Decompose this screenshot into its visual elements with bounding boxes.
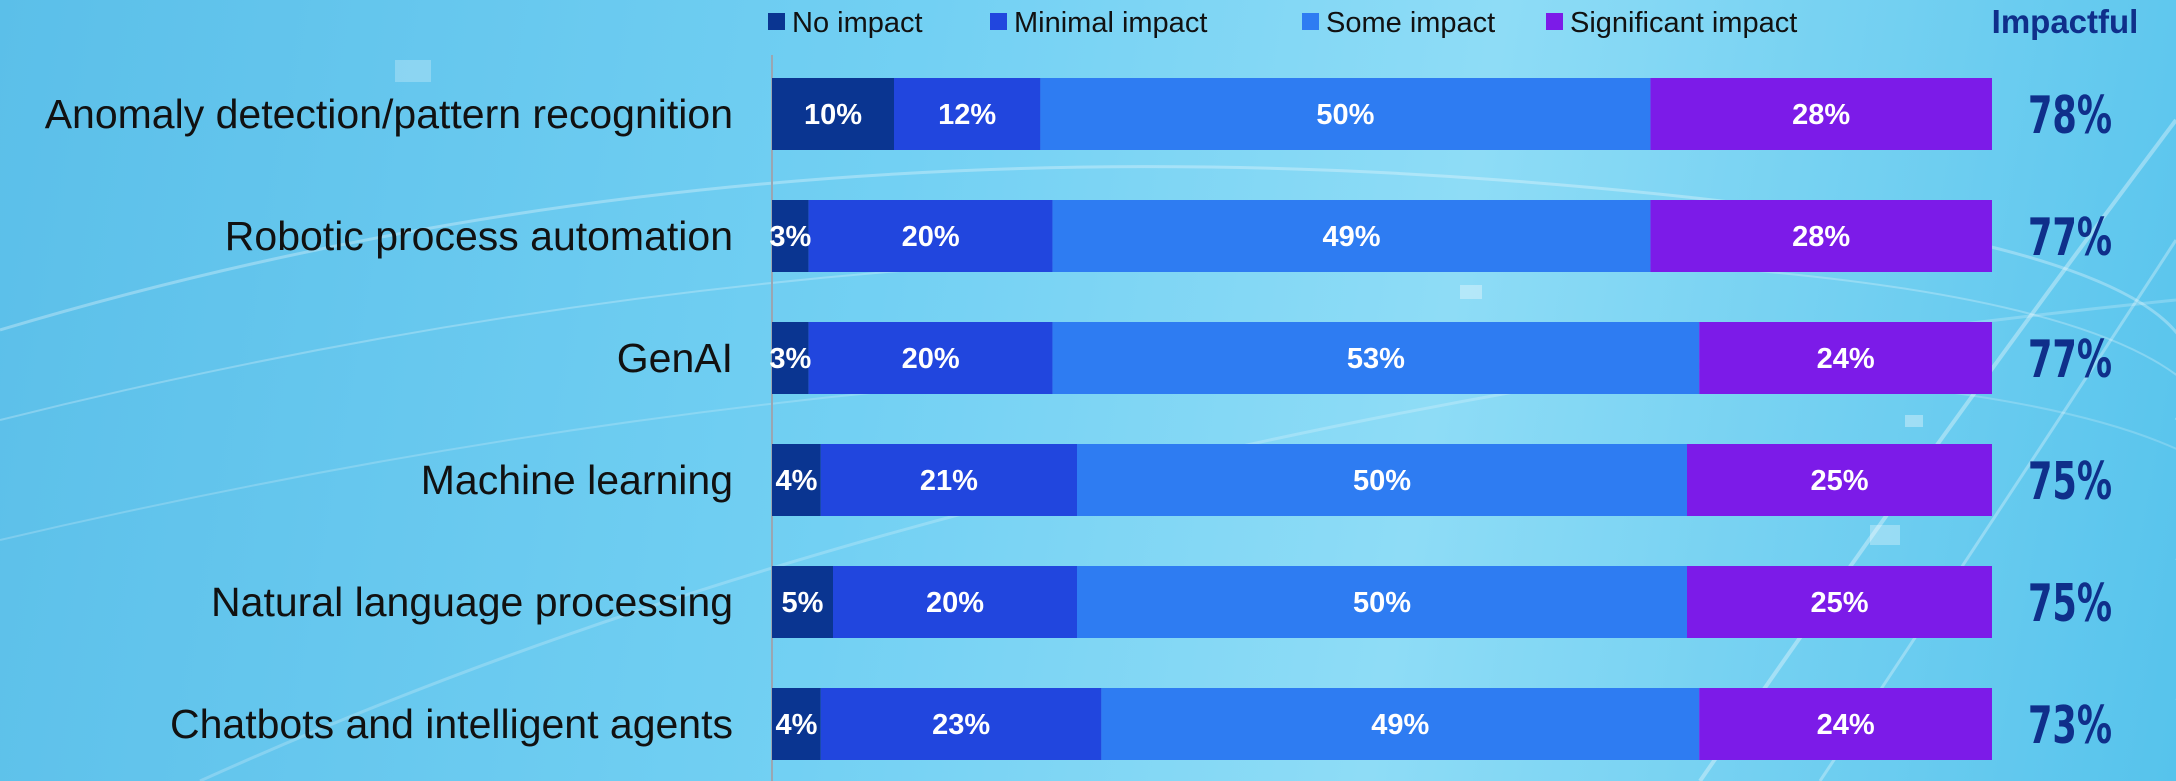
category-labels: Anomaly detection/pattern recognition Rob…	[45, 91, 733, 747]
data-label-r1-s0: 3%	[769, 221, 811, 253]
data-label-r0-s2: 50%	[1316, 99, 1374, 131]
bar-segment-r5-s0	[772, 688, 821, 760]
data-label-r5-s3: 24%	[1817, 709, 1875, 741]
bar-segment-r4-s1	[833, 566, 1077, 638]
bar-segment-r2-s2	[1052, 322, 1700, 394]
category-label-3: Machine learning	[421, 457, 733, 503]
legend-swatch-0	[768, 13, 785, 30]
impactful-value-4: 75%	[2028, 574, 2112, 634]
legend-label-0: No impact	[792, 7, 923, 39]
data-label-r4-s1: 20%	[926, 587, 984, 619]
bar-segment-r0-s3	[1650, 78, 1992, 150]
impactful-column-header: Impactful	[1992, 3, 2139, 40]
bar-segment-r5-s3	[1699, 688, 1992, 760]
category-label-4: Natural language processing	[211, 579, 733, 625]
bar-segment-r0-s0	[772, 78, 894, 150]
bar-segment-r1-s2	[1052, 200, 1651, 272]
bar-segment-r2-s0	[772, 322, 809, 394]
data-label-r0-s1: 12%	[938, 99, 996, 131]
data-label-r5-s1: 23%	[932, 709, 990, 741]
bar-segment-r3-s1	[820, 444, 1077, 516]
data-label-r0-s3: 28%	[1792, 99, 1850, 131]
bar-segment-r0-s2	[1040, 78, 1651, 150]
impactful-values: 78% 77% 77% 75% 75% 73%	[2028, 86, 2112, 756]
category-label-2: GenAI	[617, 335, 733, 381]
bar-segment-r0-s1	[894, 78, 1041, 150]
data-label-r4-s2: 50%	[1353, 587, 1411, 619]
bar-segment-r1-s3	[1650, 200, 1992, 272]
legend-swatch-3	[1546, 13, 1563, 30]
impactful-value-5: 73%	[2028, 696, 2112, 756]
impactful-value-1: 77%	[2028, 208, 2112, 268]
legend-label-1: Minimal impact	[1014, 7, 1207, 39]
bar-segment-r1-s1	[808, 200, 1053, 272]
data-label-r1-s2: 49%	[1322, 221, 1380, 253]
bar-segment-r4-s3	[1687, 566, 1992, 638]
bar-segment-r3-s2	[1077, 444, 1687, 516]
bar-segment-r1-s0	[772, 200, 809, 272]
data-label-r2-s1: 20%	[902, 343, 960, 375]
legend-swatch-1	[990, 13, 1007, 30]
legend-label-3: Significant impact	[1570, 7, 1797, 39]
data-label-r4-s0: 5%	[782, 587, 824, 619]
category-label-1: Robotic process automation	[225, 213, 733, 259]
data-label-r3-s3: 25%	[1810, 465, 1868, 497]
bar-segment-r2-s1	[808, 322, 1053, 394]
category-label-0: Anomaly detection/pattern recognition	[45, 91, 733, 137]
data-label-r5-s0: 4%	[775, 709, 817, 741]
chart-legend: No impact Minimal impact Some impact Signif…	[768, 7, 1797, 39]
data-label-r2-s0: 3%	[769, 343, 811, 375]
bar-segment-r5-s1	[820, 688, 1102, 760]
bar-segment-r5-s2	[1101, 688, 1700, 760]
segment-data-labels: 10% 12% 50% 28% 3% 20% 49% 28% 3% 20% 53% 24% 4% 21% 5…	[769, 99, 1874, 741]
bar-segment-r3-s0	[772, 444, 821, 516]
data-label-r2-s3: 24%	[1817, 343, 1875, 375]
data-label-r1-s1: 20%	[902, 221, 960, 253]
category-label-5: Chatbots and intelligent agents	[170, 701, 733, 747]
bar-segment-r3-s3	[1687, 444, 1992, 516]
data-label-r3-s0: 4%	[775, 465, 817, 497]
bar-segment-r4-s0	[772, 566, 833, 638]
bar-segments	[772, 78, 1992, 760]
data-label-r5-s2: 49%	[1371, 709, 1429, 741]
legend-swatch-2	[1302, 13, 1319, 30]
data-label-r1-s3: 28%	[1792, 221, 1850, 253]
legend-label-2: Some impact	[1326, 7, 1495, 39]
data-label-r0-s0: 10%	[804, 99, 862, 131]
bar-segment-r2-s3	[1699, 322, 1992, 394]
impactful-value-0: 78%	[2028, 86, 2112, 146]
impactful-value-2: 77%	[2028, 330, 2112, 390]
bar-segment-r4-s2	[1077, 566, 1687, 638]
data-label-r4-s3: 25%	[1810, 587, 1868, 619]
impactful-value-3: 75%	[2028, 452, 2112, 512]
data-label-r3-s2: 50%	[1353, 465, 1411, 497]
data-label-r3-s1: 21%	[920, 465, 978, 497]
data-label-r2-s2: 53%	[1347, 343, 1405, 375]
